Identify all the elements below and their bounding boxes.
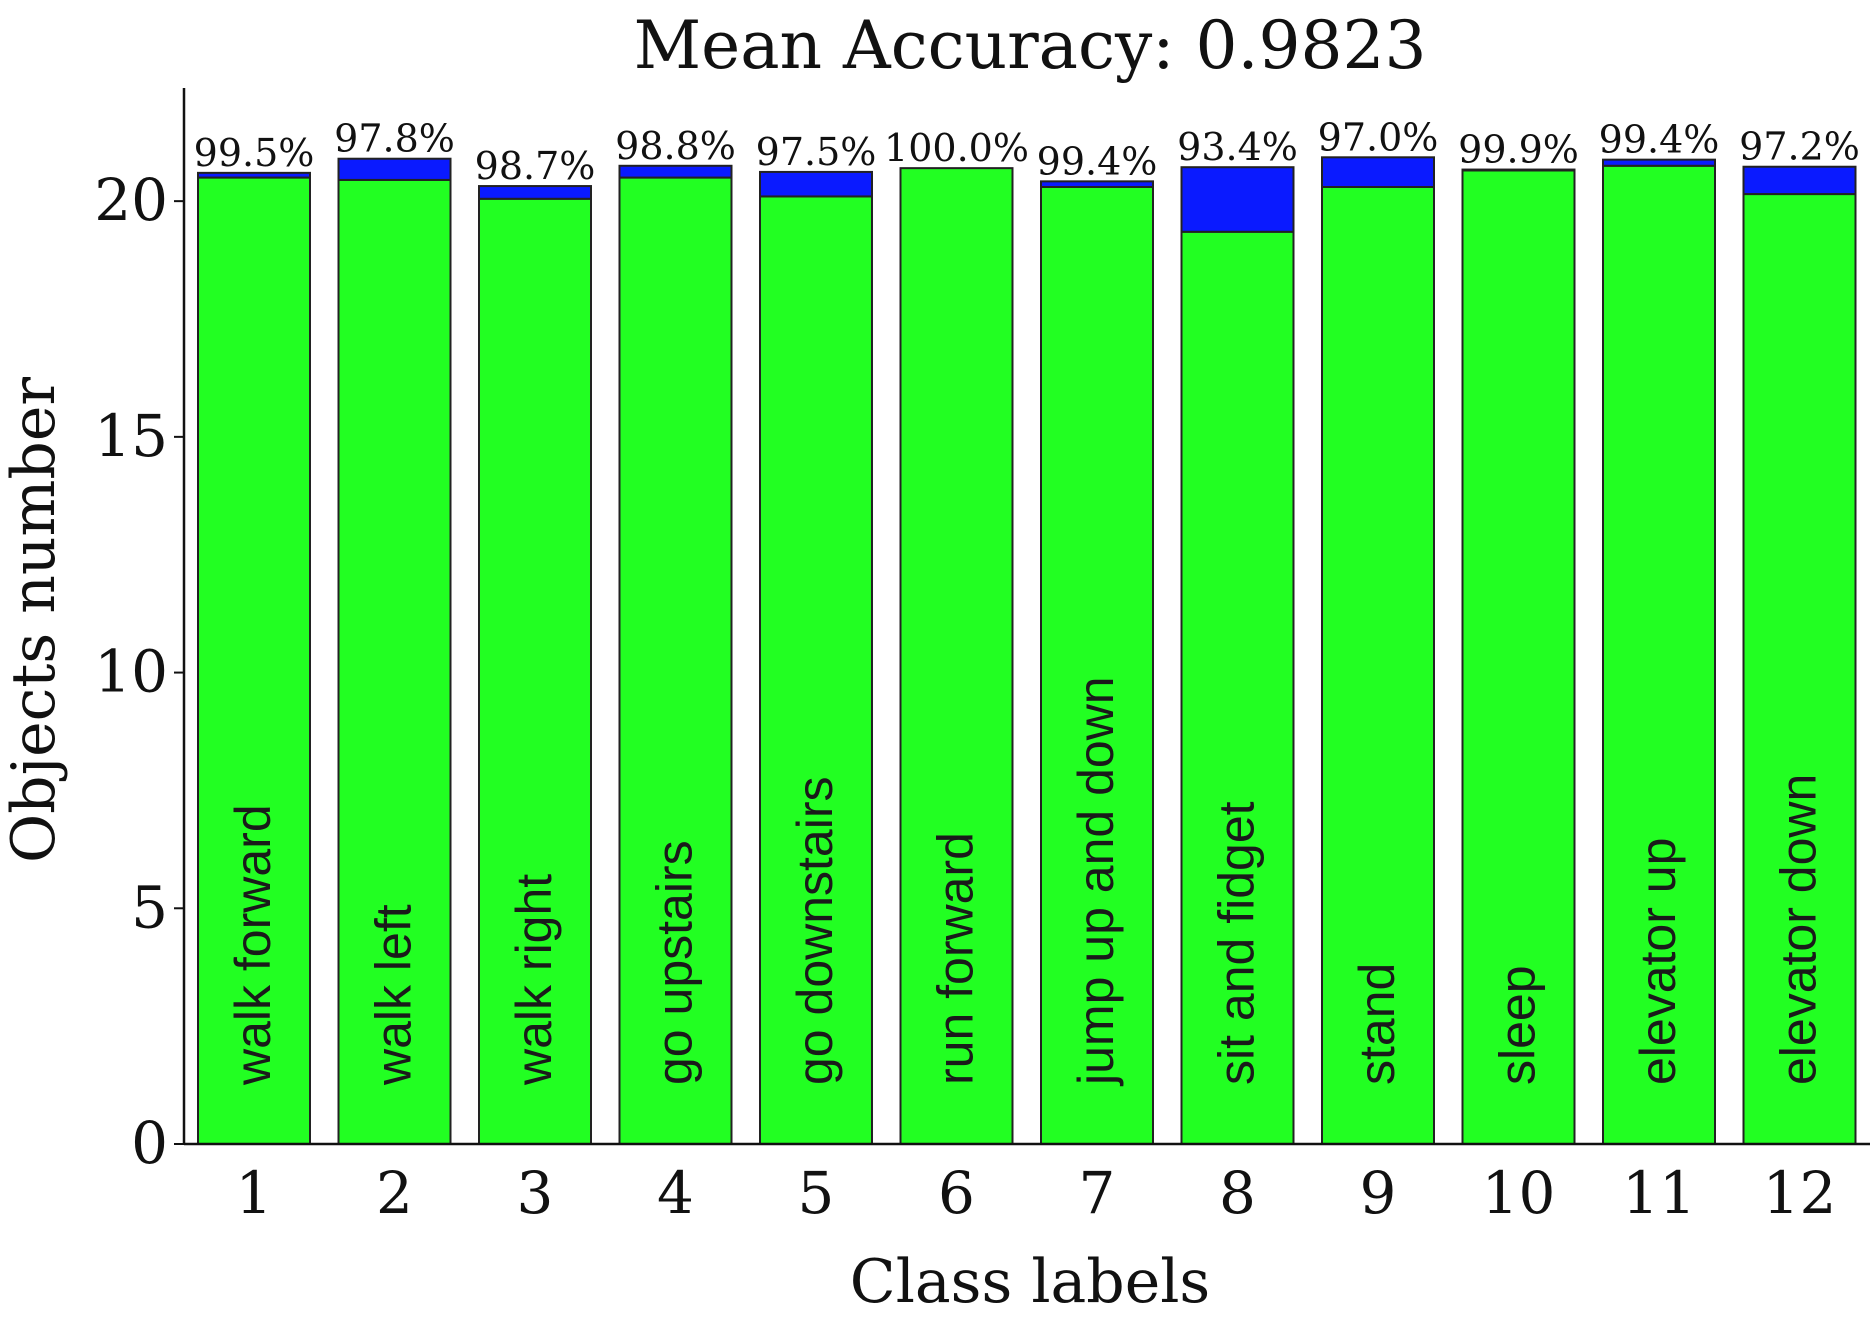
- y-axis-label: Objects number: [0, 377, 69, 863]
- x-tick-label-4: 4: [657, 1159, 694, 1227]
- class-name-label-5: go downstairs: [787, 777, 843, 1086]
- class-name-label-11: elevator up: [1630, 838, 1686, 1085]
- x-axis-label: Class labels: [850, 1247, 1210, 1317]
- class-name-label-3: walk right: [506, 874, 562, 1086]
- bar-text-layer: 99.5% walk forward 97.8% walk left 98.7% walk…: [194, 115, 1860, 1087]
- class-name-label-6: run forward: [928, 832, 984, 1085]
- x-tick-label-12: 12: [1763, 1159, 1837, 1227]
- axes-layer: [182, 88, 1870, 1146]
- accuracy-label-11: 99.4%: [1599, 118, 1720, 162]
- bar-error-11: [1602, 158, 1716, 167]
- bar-error-3: [478, 185, 592, 200]
- x-tick-label-10: 10: [1482, 1159, 1556, 1227]
- chart-title: Mean Accuracy: 0.9823: [634, 7, 1427, 84]
- x-tick-label-1: 1: [236, 1159, 273, 1227]
- accuracy-label-2: 97.8%: [334, 117, 455, 161]
- x-tick-label-8: 8: [1219, 1159, 1256, 1227]
- bar-error-1: [197, 171, 311, 179]
- bar-error-4: [618, 164, 733, 179]
- x-tick-label-5: 5: [798, 1159, 835, 1227]
- x-tick-label-3: 3: [517, 1159, 554, 1227]
- x-tick-label-9: 9: [1360, 1159, 1397, 1227]
- y-tick-label-0: 0: [131, 1109, 168, 1177]
- accuracy-label-5: 97.5%: [756, 130, 877, 174]
- bar-correct-8: [1180, 230, 1295, 1146]
- class-name-label-4: go upstairs: [647, 840, 703, 1085]
- bar-correct-5: [759, 195, 873, 1145]
- x-tick-label-2: 2: [376, 1159, 413, 1227]
- bar-error-12: [1742, 165, 1857, 196]
- bar-error-7: [1040, 180, 1154, 188]
- bar-correct-1: [197, 176, 311, 1146]
- y-tick-label-15: 15: [94, 402, 168, 470]
- bar-error-10: [1461, 168, 1576, 172]
- class-name-label-12: elevator down: [1771, 774, 1827, 1085]
- accuracy-label-3: 98.7%: [475, 144, 596, 188]
- x-tick-label-11: 11: [1622, 1159, 1696, 1227]
- accuracy-label-1: 99.5%: [194, 131, 315, 175]
- bar-error-5: [759, 170, 873, 198]
- class-name-label-10: sleep: [1490, 965, 1546, 1085]
- bar-correct-11: [1602, 164, 1716, 1146]
- y-tick-label-20: 20: [94, 166, 168, 234]
- x-tick-label-6: 6: [938, 1159, 975, 1227]
- accuracy-label-6: 100.0%: [884, 126, 1029, 170]
- accuracy-label-8: 93.4%: [1177, 125, 1298, 169]
- y-tick-label-10: 10: [94, 638, 168, 706]
- bar-error-2: [337, 157, 452, 181]
- bar-error-8: [1180, 166, 1295, 233]
- accuracy-label-9: 97.0%: [1318, 115, 1439, 159]
- class-name-label-2: walk left: [366, 904, 422, 1086]
- bar-correct-6: [899, 167, 1014, 1145]
- class-name-label-7: jump up and down: [1068, 676, 1124, 1087]
- accuracy-label-10: 99.9%: [1458, 128, 1579, 172]
- accuracy-label-7: 99.4%: [1037, 139, 1158, 183]
- x-tick-label-7: 7: [1079, 1159, 1116, 1227]
- bar-correct-12: [1742, 193, 1857, 1146]
- bar-correct-10: [1461, 169, 1576, 1145]
- class-name-label-1: walk forward: [225, 804, 281, 1086]
- class-name-label-8: sit and fidget: [1209, 801, 1265, 1085]
- bar-error-9: [1321, 156, 1435, 189]
- accuracy-label-4: 98.8%: [615, 124, 736, 168]
- y-tick-label-5: 5: [131, 873, 168, 941]
- bar-correct-3: [478, 197, 592, 1146]
- accuracy-label-12: 97.2%: [1739, 125, 1860, 169]
- class-name-label-9: stand: [1349, 963, 1405, 1085]
- bars-layer: [197, 156, 1857, 1146]
